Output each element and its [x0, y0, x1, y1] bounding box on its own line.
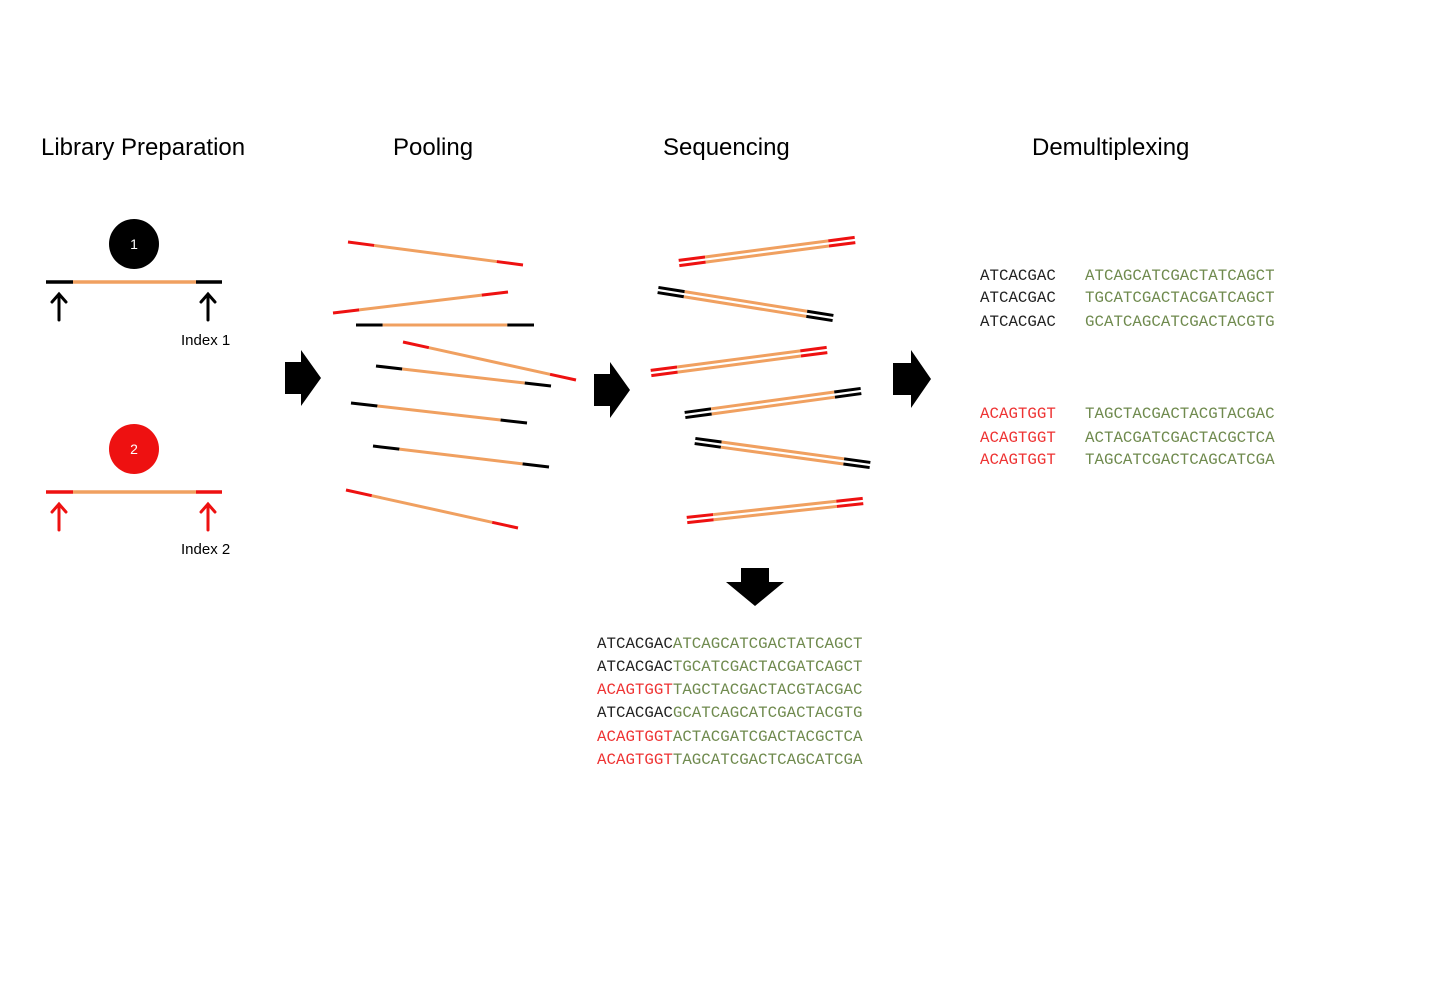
read-insert: GCATCAGCATCGACTACGTG [673, 704, 863, 722]
pooled-fragment [332, 290, 509, 315]
read-insert: TAGCTACGACTACGTACGAC [673, 681, 863, 699]
read-index: ACAGTGGT [980, 405, 1056, 423]
read-index: ACAGTGGT [980, 451, 1056, 469]
read-index: ACAGTGGT [597, 681, 673, 699]
library-2-badge-number: 2 [130, 441, 138, 457]
demux-read-line: ATCACGAC ATCAGCATCGACTATCAGCT [980, 267, 1275, 285]
sequencing-fragment [684, 386, 862, 420]
stage-arrow-right-icon [893, 350, 931, 408]
sequencing-fragment [678, 235, 856, 268]
demux-read-line: ACAGTGGT TAGCTACGACTACGTACGAC [980, 405, 1275, 423]
sequencing-fragment [657, 285, 834, 323]
read-index: ATCACGAC [980, 267, 1056, 285]
read-line: ATCACGACATCAGCATCGACTATCAGCT [597, 635, 862, 653]
demux-read-line: ACAGTGGT ACTACGATCGACTACGCTCA [980, 429, 1275, 447]
demux-read-line: ACAGTGGT TAGCATCGACTCAGCATCGA [980, 451, 1275, 469]
pooled-fragment [402, 340, 577, 382]
heading-sequencing: Sequencing [663, 134, 790, 161]
read-index: ATCACGAC [597, 658, 673, 676]
demux-read-line: ATCACGAC TGCATCGACTACGATCAGCT [980, 289, 1275, 307]
library-1-right-primer-arrow-icon [199, 291, 217, 322]
demultiplexed-library-1: ATCACGAC ATCAGCATCGACTATCAGCT ATCACGAC TGC… [980, 267, 1275, 331]
library-2-badge [109, 424, 159, 474]
sequencing-fragments [650, 235, 871, 525]
read-index: ATCACGAC [597, 635, 673, 653]
read-insert: GCATCAGCATCGACTACGTG [1085, 313, 1275, 331]
read-index: ACAGTGGT [597, 728, 673, 746]
library-1-badge [109, 219, 159, 269]
pooled-fragment [372, 444, 550, 469]
read-insert: TAGCATCGACTCAGCATCGA [673, 751, 863, 769]
library-2-right-primer-arrow-icon [199, 501, 217, 532]
index-1-label: Index 1 [181, 332, 230, 349]
pooled-fragments [332, 240, 577, 530]
pooled-fragment [375, 364, 552, 388]
read-line: ATCACGACGCATCAGCATCGACTACGTG [597, 704, 862, 722]
read-insert: ACTACGATCGACTACGCTCA [673, 728, 863, 746]
stage-arrow-down-icon [726, 568, 784, 606]
stage-arrow-right-icon [285, 350, 321, 406]
heading-library-preparation: Library Preparation [41, 134, 245, 161]
read-insert: TGCATCGACTACGATCAGCT [1085, 289, 1275, 307]
pooled-fragment [345, 488, 519, 530]
read-index: ATCACGAC [597, 704, 673, 722]
read-insert: TAGCATCGACTCAGCATCGA [1085, 451, 1275, 469]
sequencing-fragment [650, 345, 828, 378]
sequencing-fragment [694, 436, 871, 470]
read-line: ATCACGACTGCATCGACTACGATCAGCT [597, 658, 862, 676]
read-insert: ATCAGCATCGACTATCAGCT [673, 635, 863, 653]
pooled-fragment [347, 240, 524, 267]
stage-arrow-right-icon [594, 362, 630, 418]
index-2-label: Index 2 [181, 541, 230, 558]
read-insert: TGCATCGACTACGATCAGCT [673, 658, 863, 676]
read-insert: ACTACGATCGACTACGCTCA [1085, 429, 1275, 447]
read-line: ACAGTGGTTAGCATCGACTCAGCATCGA [597, 751, 863, 769]
read-line: ACAGTGGTACTACGATCGACTACGCTCA [597, 728, 863, 746]
read-index: ATCACGAC [980, 313, 1056, 331]
library-1: 1 Index 1 [46, 219, 230, 349]
read-index: ACAGTGGT [980, 429, 1056, 447]
library-2: 2 Index 2 [46, 424, 230, 558]
pooled-fragment [350, 401, 528, 425]
sequencing-fragment [686, 496, 864, 525]
library-1-left-primer-arrow-icon [50, 291, 68, 322]
library-2-left-primer-arrow-icon [50, 501, 68, 532]
read-line: ACAGTGGTTAGCTACGACTACGTACGAC [597, 681, 862, 699]
demux-read-line: ATCACGAC GCATCAGCATCGACTACGTG [980, 313, 1275, 331]
sequenced-reads: ATCACGACATCAGCATCGACTATCAGCT ATCACGACTGC… [597, 635, 863, 769]
demultiplexed-library-2: ACAGTGGT TAGCTACGACTACGTACGAC ACAGTGGT ACT… [980, 405, 1275, 469]
read-index: ATCACGAC [980, 289, 1056, 307]
read-insert: ATCAGCATCGACTATCAGCT [1085, 267, 1275, 285]
read-index: ACAGTGGT [597, 751, 673, 769]
heading-pooling: Pooling [393, 134, 473, 161]
library-1-badge-number: 1 [130, 236, 138, 252]
read-insert: TAGCTACGACTACGTACGAC [1085, 405, 1275, 423]
heading-demultiplexing: Demultiplexing [1032, 134, 1189, 161]
